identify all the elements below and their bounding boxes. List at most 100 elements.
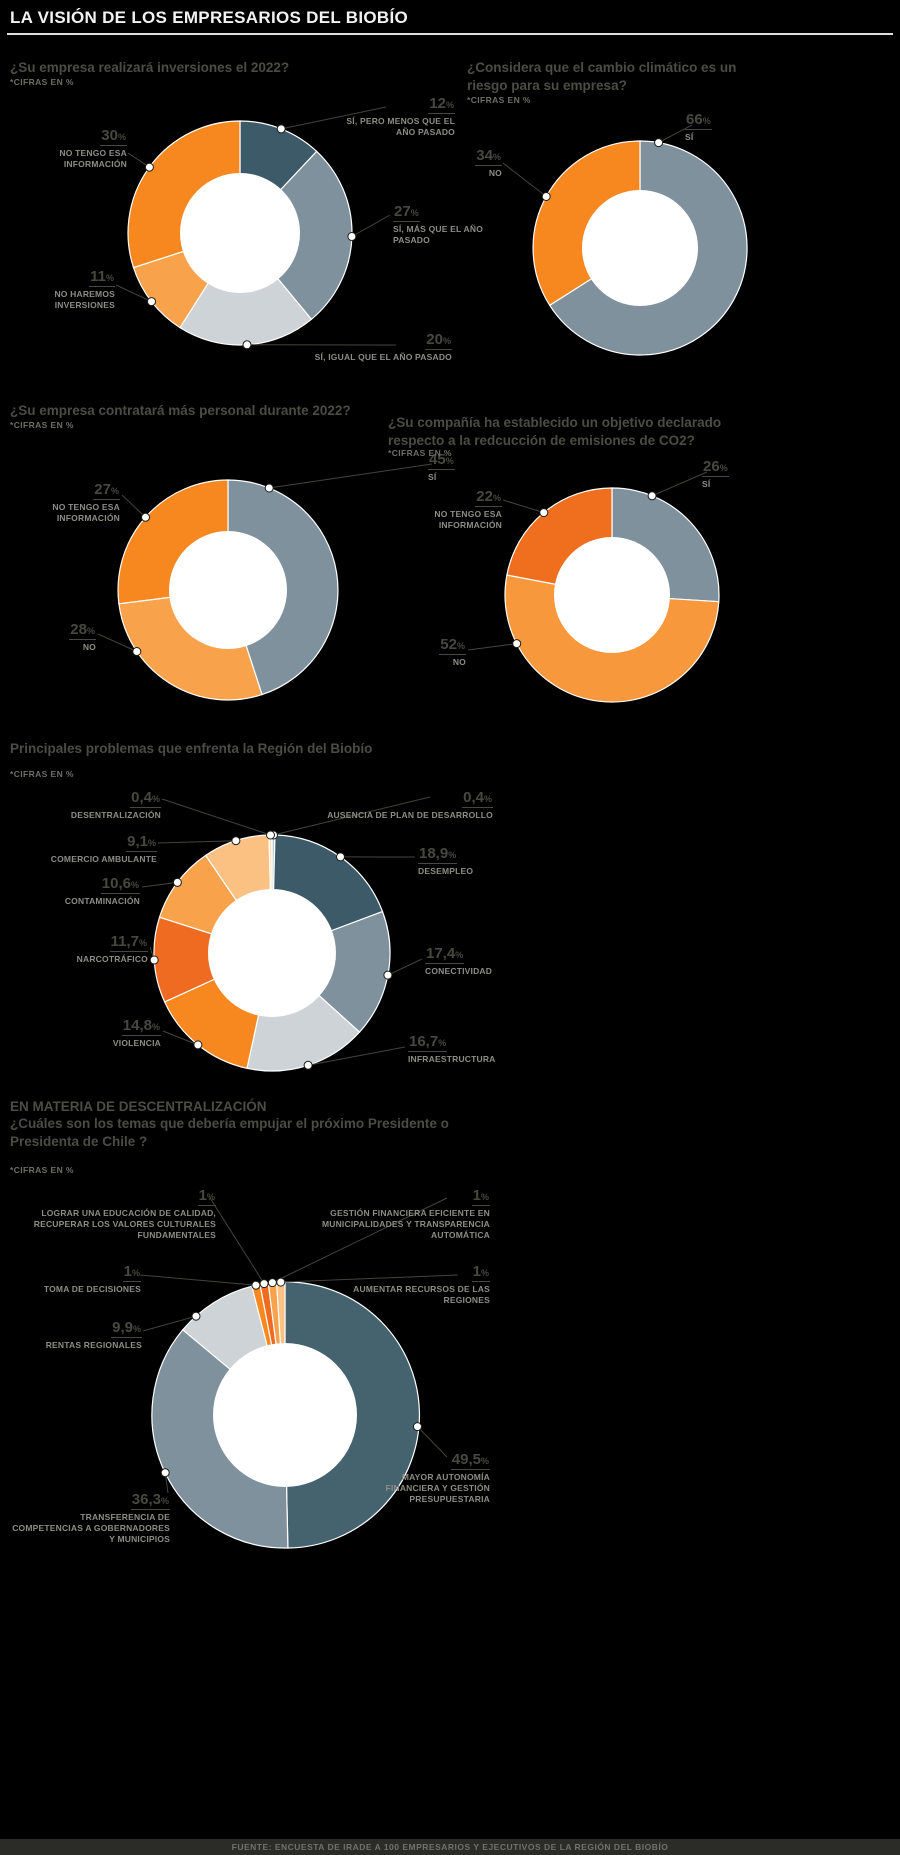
slice-text: COMERCIO AMBULANTE bbox=[50, 853, 157, 864]
donut-chart-descentralizacion bbox=[139, 1197, 459, 1549]
percent-sign: % bbox=[160, 1496, 169, 1506]
leader-line bbox=[387, 958, 423, 976]
slice-dot bbox=[172, 877, 182, 887]
slice-text: NO bbox=[82, 641, 96, 652]
percent-sign: % bbox=[480, 1456, 489, 1466]
percent-sign: % bbox=[445, 456, 454, 466]
slice-label: 52% NO bbox=[380, 636, 466, 668]
slice-value: 45% bbox=[428, 452, 455, 470]
cifras-note: *CIFRAS EN % bbox=[10, 769, 74, 779]
percent-sign: % bbox=[483, 794, 492, 804]
slice-text: CONTAMINACIÓN bbox=[64, 895, 140, 906]
section-title: ¿Su empresa realizará inversiones el 202… bbox=[10, 60, 290, 75]
leader-line bbox=[417, 1426, 448, 1458]
slice-value-number: 1 bbox=[123, 1263, 132, 1280]
leader-line bbox=[209, 1197, 265, 1284]
slice-text: NO bbox=[452, 656, 466, 667]
leader-line bbox=[142, 1315, 197, 1332]
section-co2: ¿Su compañía ha establecido un objetivo … bbox=[380, 410, 900, 765]
slice-label: 0,4% AUSENCIA DE PLAN DE DESARROLLO bbox=[305, 789, 493, 821]
slice-dot bbox=[242, 340, 252, 350]
donut-hole bbox=[582, 190, 698, 306]
leader-line bbox=[161, 798, 271, 836]
leader-line bbox=[651, 471, 708, 497]
slice-dot bbox=[264, 483, 274, 493]
percent-sign: % bbox=[86, 626, 95, 636]
slice-dot bbox=[266, 830, 275, 840]
percent-sign: % bbox=[130, 880, 139, 890]
section-kicker: EN MATERIA DE DESCENTRALIZACIÓN bbox=[10, 1099, 267, 1114]
slice-value: 34% bbox=[475, 148, 502, 166]
percent-sign: % bbox=[702, 116, 711, 126]
slice-text: AUMENTAR RECURSOS DE LAS REGIONES bbox=[353, 1283, 490, 1305]
slice-value-number: 0,4 bbox=[131, 789, 152, 806]
slice-label: 1% TOMA DE DECISIONES bbox=[25, 1263, 141, 1295]
section-personal: ¿Su empresa contratará más personal dura… bbox=[0, 398, 500, 758]
donut-hole bbox=[213, 1343, 357, 1487]
slice-value: 27% bbox=[93, 482, 120, 500]
section-title: ¿Cuáles son los temas que debería empuja… bbox=[10, 1116, 449, 1149]
percent-sign: % bbox=[117, 132, 126, 142]
slice-text: TOMA DE DECISIONES bbox=[43, 1283, 141, 1294]
percent-sign: % bbox=[438, 1038, 447, 1048]
section-title: Principales problemas que enfrenta la Re… bbox=[10, 741, 373, 756]
percent-sign: % bbox=[147, 838, 156, 848]
slice-dot bbox=[267, 1278, 277, 1288]
percent-sign: % bbox=[131, 1268, 140, 1278]
percent-sign: % bbox=[138, 938, 147, 948]
slice-value: 49,5% bbox=[450, 1451, 490, 1470]
slice-value: 20% bbox=[425, 332, 452, 350]
slice-text: AUSENCIA DE PLAN DE DESARROLLO bbox=[327, 809, 493, 820]
slice-value: 1% bbox=[122, 1263, 141, 1282]
slice-label: 11,7% NARCOTRÁFICO bbox=[20, 933, 148, 965]
percent-sign: % bbox=[206, 1192, 215, 1202]
slice-value-number: 34 bbox=[476, 147, 493, 164]
slice-dot bbox=[141, 512, 150, 522]
slice-dot bbox=[276, 1277, 286, 1287]
percent-sign: % bbox=[105, 273, 114, 283]
slice-value: 0,4% bbox=[130, 790, 161, 808]
slice-value-number: 0,4 bbox=[463, 789, 484, 806]
slice-dot bbox=[303, 1060, 313, 1070]
slice-label: 9,1% COMERCIO AMBULANTE bbox=[25, 833, 157, 865]
donut-chart-cambio-climatico bbox=[502, 124, 748, 356]
percent-sign: % bbox=[455, 950, 464, 960]
leader-line bbox=[139, 1274, 256, 1286]
slice-value-number: 45 bbox=[429, 451, 446, 468]
slice-dot bbox=[231, 836, 241, 846]
slice-label: 49,5% MAYOR AUTONOMÍA FINANCIERA Y GESTI… bbox=[372, 1451, 490, 1505]
slice-value-number: 12 bbox=[429, 95, 446, 112]
leader-line bbox=[157, 840, 236, 844]
slice-text: NO TENGO ESA INFORMACIÓN bbox=[52, 501, 120, 523]
leader-line bbox=[658, 124, 693, 144]
slice-text: INFRAESTRUCTURA bbox=[408, 1053, 496, 1064]
slice-value-number: 14,8 bbox=[122, 1017, 152, 1034]
slice-value: 18,9% bbox=[418, 846, 458, 864]
leader-line bbox=[280, 1274, 459, 1283]
slice-label: 12% SÍ, PERO MENOS QUE EL AÑO PASADO bbox=[330, 95, 455, 138]
slice-value-number: 49,5 bbox=[451, 1451, 481, 1468]
section-cambio-climatico: ¿Considera que el cambio climático es un… bbox=[430, 55, 900, 400]
slice-text: CONECTIVIDAD bbox=[425, 965, 493, 976]
slice-value: 27% bbox=[393, 204, 420, 222]
slice-label: 26% SÍ bbox=[702, 458, 772, 490]
cifras-note: *CIFRAS EN % bbox=[10, 1165, 74, 1175]
percent-sign: % bbox=[492, 493, 501, 503]
slice-value: 1% bbox=[471, 1188, 490, 1206]
slice-value-number: 26 bbox=[703, 458, 720, 475]
slice-label: 36,3% TRANSFERENCIA DE COMPETENCIAS A GO… bbox=[10, 1491, 170, 1545]
slice-value: 11,7% bbox=[109, 934, 148, 952]
slice-value: 66% bbox=[685, 112, 712, 130]
slice-dot bbox=[193, 1040, 203, 1050]
percent-sign: % bbox=[719, 463, 728, 473]
slice-dot bbox=[647, 491, 657, 501]
slice-value: 52% bbox=[439, 637, 466, 655]
masthead-rule bbox=[7, 33, 893, 35]
slice-label: 1% AUMENTAR RECURSOS DE LAS REGIONES bbox=[328, 1263, 490, 1306]
slice-value: 9,9% bbox=[111, 1320, 142, 1338]
slice-value: 0,4% bbox=[462, 790, 493, 808]
percent-sign: % bbox=[132, 1324, 141, 1334]
slice-text: SÍ bbox=[685, 131, 694, 142]
leader-line bbox=[308, 1046, 406, 1066]
